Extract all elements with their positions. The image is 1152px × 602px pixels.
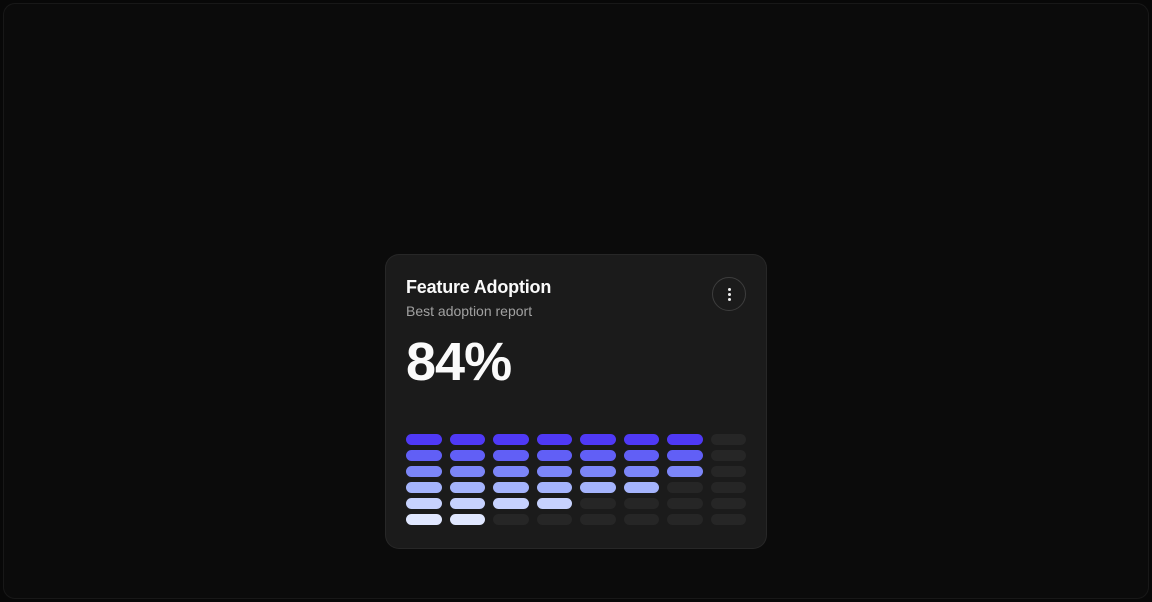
chart-segment-pill (493, 498, 529, 509)
card-subtitle: Best adoption report (406, 303, 533, 319)
chart-segment-pill (449, 498, 485, 509)
chart-segment-pill (710, 434, 746, 445)
chart-segment-pill (623, 482, 659, 493)
chart-segment-pill (406, 498, 442, 509)
kebab-menu-icon (727, 287, 731, 301)
chart-segment-pill (536, 434, 572, 445)
card-header: Feature Adoption Best adoption report (406, 275, 746, 321)
chart-segment-pill (667, 498, 703, 509)
chart-segment-pill (580, 482, 616, 493)
chart-segment-pill (580, 466, 616, 477)
chart-segment-pill (580, 514, 616, 525)
chart-segment-pill (667, 466, 703, 477)
chart-segment-pill (710, 498, 746, 509)
chart-segment-pill (449, 466, 485, 477)
chart-segment-pill (406, 514, 442, 525)
chart-segment-pill (710, 466, 746, 477)
chart-segment-pill (449, 482, 485, 493)
chart-segment-pill (623, 466, 659, 477)
adoption-pill-chart (406, 434, 746, 525)
chart-segment-pill (493, 466, 529, 477)
chart-segment-pill (536, 482, 572, 493)
chart-segment-pill (710, 514, 746, 525)
chart-segment-pill (406, 450, 442, 461)
chart-segment-pill (623, 434, 659, 445)
chart-segment-pill (449, 434, 485, 445)
chart-segment-pill (493, 434, 529, 445)
more-options-button[interactable] (712, 277, 746, 311)
chart-segment-pill (667, 434, 703, 445)
chart-segment-pill (449, 514, 485, 525)
chart-segment-pill (580, 450, 616, 461)
chart-segment-pill (580, 434, 616, 445)
chart-segment-pill (493, 482, 529, 493)
chart-segment-pill (623, 450, 659, 461)
chart-segment-pill (493, 450, 529, 461)
chart-segment-pill (623, 498, 659, 509)
chart-segment-pill (667, 514, 703, 525)
chart-segment-pill (493, 514, 529, 525)
card-title: Feature Adoption (406, 277, 552, 297)
chart-segment-pill (536, 450, 572, 461)
chart-segment-pill (580, 498, 616, 509)
feature-adoption-card: Feature Adoption Best adoption report 84… (385, 254, 767, 549)
chart-segment-pill (406, 434, 442, 445)
chart-segment-pill (536, 498, 572, 509)
chart-segment-pill (536, 514, 572, 525)
chart-segment-pill (667, 450, 703, 461)
chart-segment-pill (710, 450, 746, 461)
chart-segment-pill (449, 450, 485, 461)
chart-segment-pill (667, 482, 703, 493)
adoption-percentage-value: 84% (406, 332, 512, 392)
chart-segment-pill (406, 482, 442, 493)
chart-segment-pill (710, 482, 746, 493)
chart-segment-pill (623, 514, 659, 525)
chart-segment-pill (536, 466, 572, 477)
chart-segment-pill (406, 466, 442, 477)
card-header-text: Feature Adoption Best adoption report (406, 275, 551, 321)
